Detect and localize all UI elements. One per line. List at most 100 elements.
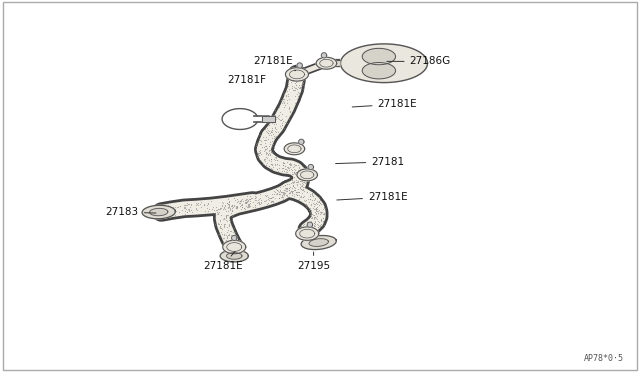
Point (250, 195, 260, 201)
Point (266, 161, 276, 167)
Point (287, 189, 298, 195)
Point (233, 198, 243, 204)
Point (264, 130, 275, 136)
Point (305, 212, 315, 218)
Point (261, 134, 271, 140)
Point (182, 209, 193, 215)
Point (252, 200, 262, 206)
Point (220, 202, 230, 208)
Point (221, 224, 232, 230)
Point (223, 223, 234, 229)
Point (266, 129, 276, 135)
Point (286, 176, 296, 182)
Point (301, 189, 312, 195)
Point (222, 246, 232, 251)
Point (219, 224, 229, 230)
Point (227, 232, 237, 238)
Point (292, 91, 302, 97)
Point (274, 165, 284, 171)
Point (220, 206, 230, 212)
Point (228, 232, 238, 238)
Point (236, 197, 246, 203)
Point (282, 185, 292, 191)
Point (270, 113, 280, 119)
Point (264, 157, 274, 163)
Polygon shape (232, 235, 237, 241)
Point (262, 152, 273, 158)
Point (239, 205, 249, 211)
Point (305, 193, 316, 199)
Point (217, 203, 227, 209)
Point (314, 199, 324, 205)
Point (250, 195, 260, 201)
Point (218, 240, 228, 246)
Point (298, 194, 308, 200)
Point (282, 83, 292, 89)
Point (245, 196, 255, 202)
Point (282, 167, 292, 173)
Point (282, 181, 292, 187)
Point (261, 151, 271, 157)
Point (233, 239, 243, 245)
Point (247, 195, 257, 201)
Point (243, 198, 253, 204)
Point (296, 178, 306, 184)
Point (243, 203, 253, 209)
Point (319, 222, 329, 228)
Point (296, 186, 306, 192)
Point (300, 172, 310, 178)
Point (223, 201, 233, 207)
Point (219, 222, 229, 228)
Point (266, 199, 276, 205)
Point (309, 222, 319, 228)
Point (286, 188, 296, 194)
Point (271, 121, 281, 127)
Point (233, 242, 243, 248)
Point (294, 170, 305, 176)
Point (287, 177, 297, 183)
Point (309, 220, 319, 226)
Point (264, 163, 274, 169)
Point (275, 189, 285, 195)
Point (227, 217, 237, 222)
Point (285, 162, 296, 168)
Point (291, 169, 301, 174)
Point (261, 150, 271, 156)
Polygon shape (301, 235, 336, 250)
Point (254, 148, 264, 154)
Point (298, 175, 308, 181)
Point (217, 199, 227, 205)
Point (229, 240, 239, 246)
Point (309, 216, 319, 222)
Point (274, 195, 284, 201)
Point (280, 163, 290, 169)
Point (289, 174, 300, 180)
Polygon shape (223, 240, 246, 254)
Point (220, 231, 230, 237)
Point (254, 196, 264, 202)
Point (267, 138, 277, 144)
Point (316, 201, 326, 207)
Point (235, 200, 245, 206)
Point (227, 226, 237, 232)
Point (271, 186, 281, 192)
Point (244, 204, 254, 210)
Point (301, 170, 311, 176)
Point (241, 200, 251, 206)
Point (252, 194, 262, 200)
Point (272, 187, 282, 193)
Point (307, 221, 317, 227)
Point (262, 125, 273, 131)
Point (232, 247, 243, 253)
Point (220, 203, 230, 209)
Point (289, 178, 299, 184)
Point (242, 196, 252, 202)
Point (163, 209, 173, 215)
Point (270, 125, 280, 131)
Point (257, 151, 267, 157)
Point (275, 123, 285, 129)
Point (276, 120, 287, 126)
Point (280, 185, 290, 190)
Point (313, 208, 323, 214)
Point (288, 87, 298, 93)
